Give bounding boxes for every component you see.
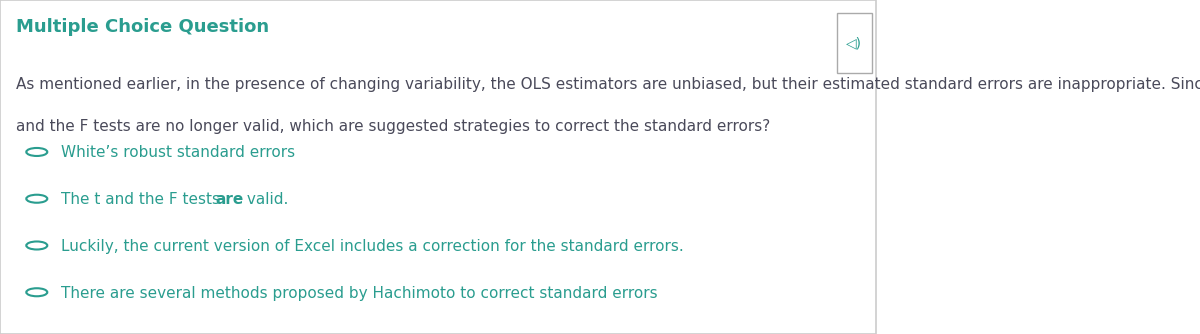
Text: are: are xyxy=(216,192,244,207)
Text: The t and the F tests: The t and the F tests xyxy=(61,192,226,207)
Circle shape xyxy=(26,288,47,296)
Text: and the F tests are no longer valid, which are suggested strategies to correct t: and the F tests are no longer valid, whi… xyxy=(16,119,770,134)
Text: There are several methods proposed by Hachimoto to correct standard errors: There are several methods proposed by Ha… xyxy=(61,286,658,301)
Text: As mentioned earlier, in the presence of changing variability, the OLS estimator: As mentioned earlier, in the presence of… xyxy=(16,77,1200,92)
Text: Luckily, the current version of Excel includes a correction for the standard err: Luckily, the current version of Excel in… xyxy=(61,239,684,254)
Circle shape xyxy=(26,195,47,203)
Text: White’s robust standard errors: White’s robust standard errors xyxy=(61,145,295,160)
FancyBboxPatch shape xyxy=(836,13,871,73)
Text: valid.: valid. xyxy=(242,192,289,207)
Circle shape xyxy=(26,241,47,249)
FancyBboxPatch shape xyxy=(0,0,876,334)
Text: Multiple Choice Question: Multiple Choice Question xyxy=(16,18,269,36)
Text: ◁): ◁) xyxy=(846,36,862,50)
Circle shape xyxy=(26,148,47,156)
